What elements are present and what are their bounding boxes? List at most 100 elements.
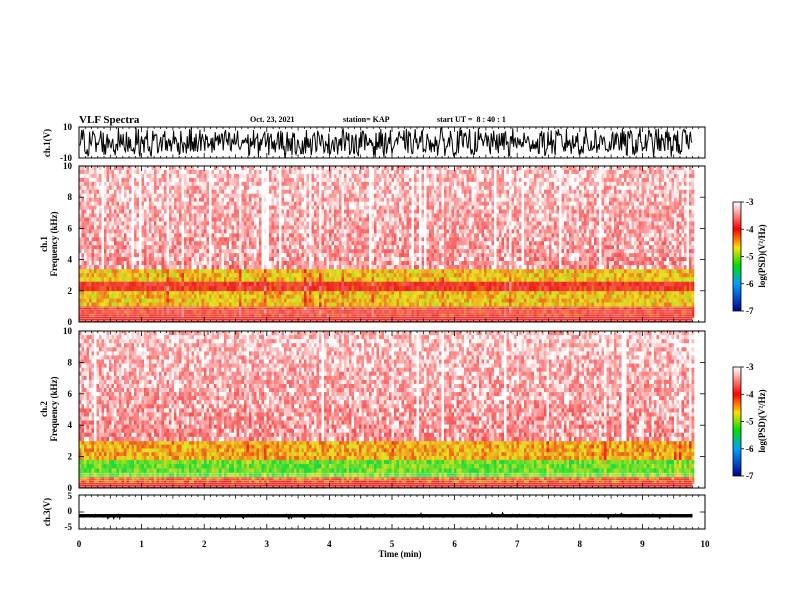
spectrogram-cell xyxy=(109,298,112,303)
spectrogram-cell xyxy=(121,290,125,295)
spectrogram-cell xyxy=(89,173,92,179)
spectrogram-cell xyxy=(209,310,212,314)
spectrogram-cell xyxy=(216,169,220,175)
spectrogram-cell xyxy=(319,233,322,238)
spectrogram-cell xyxy=(189,313,192,318)
spectrogram-cell xyxy=(116,193,120,198)
spectrogram-cell xyxy=(224,302,227,307)
spectrogram-cell xyxy=(94,169,97,175)
spectrogram-cell xyxy=(211,229,215,234)
spectrogram-cell xyxy=(311,257,315,262)
spectrogram-cell xyxy=(84,302,87,307)
spectrogram-cell xyxy=(339,181,342,187)
spectrogram-cell xyxy=(324,166,327,171)
spectrogram-cell xyxy=(211,281,215,287)
spectrogram-cell xyxy=(189,213,192,218)
spectrogram-cell xyxy=(89,245,92,250)
spectrogram-cell xyxy=(179,245,182,250)
spectrogram-cell xyxy=(224,268,227,274)
spectrogram-cell xyxy=(186,245,190,250)
spectrogram-cell xyxy=(351,166,355,171)
spectrogram-cell xyxy=(279,213,282,218)
spectrogram-cell xyxy=(164,261,167,266)
spectrogram-cell xyxy=(124,306,127,311)
spectrogram-cell xyxy=(366,205,370,210)
chart-title: VLF Spectra xyxy=(79,114,140,126)
spectrogram-cell xyxy=(259,181,262,187)
spectrogram-cell xyxy=(296,173,300,179)
spectrogram-cell xyxy=(229,197,232,202)
spectrogram-cell xyxy=(336,225,340,230)
spectrogram-cell xyxy=(389,290,392,295)
spectrogram-cell xyxy=(316,217,320,222)
spectrogram-cell xyxy=(184,261,187,266)
spectrogram-cell xyxy=(254,193,257,198)
spectrogram-cell xyxy=(386,189,390,195)
spectrogram-cell xyxy=(159,261,162,266)
spectrogram-cell xyxy=(301,193,305,198)
spectrogram-cell xyxy=(149,201,152,206)
spectrogram-cell xyxy=(274,166,277,171)
spectrogram-cell xyxy=(351,189,355,195)
spectrogram-cell xyxy=(159,313,162,318)
spectrogram-cell xyxy=(111,290,115,295)
spectrogram-cell xyxy=(156,185,160,191)
spectrogram-cell xyxy=(254,237,257,242)
spectrogram-cell xyxy=(134,302,137,307)
spectrogram-cell xyxy=(141,166,145,171)
spectrogram-cell xyxy=(99,197,102,202)
spectrogram-cell xyxy=(209,249,212,254)
spectrogram-cell xyxy=(351,229,355,234)
spectrogram-cell xyxy=(151,294,155,299)
spectrogram-cell xyxy=(139,229,142,234)
spectrogram-cell xyxy=(201,225,205,230)
spectrogram-cell xyxy=(211,249,215,254)
spectrogram-cell xyxy=(274,261,277,266)
spectrogram-cell xyxy=(381,213,385,218)
spectrogram-cell xyxy=(279,221,282,226)
spectrogram-cell xyxy=(204,290,207,295)
spectrogram-cell xyxy=(384,225,387,230)
spectrogram-cell xyxy=(121,225,125,230)
spectrogram-cell xyxy=(336,268,340,274)
spectrogram-cell xyxy=(266,189,270,195)
spectrogram-cell xyxy=(314,257,317,262)
spectrogram-cell xyxy=(281,261,285,266)
spectrogram-cell xyxy=(299,261,302,266)
spectrogram-cell xyxy=(306,237,310,242)
spectrogram-cell xyxy=(319,261,322,266)
spectrogram-cell xyxy=(376,245,380,250)
spectrogram-cell xyxy=(196,197,200,202)
spectrogram-cell xyxy=(96,237,100,242)
spectrogram-cell xyxy=(146,277,150,282)
spectrogram-cell xyxy=(289,233,292,238)
spectrogram-cell xyxy=(114,261,117,266)
spectrogram-cell xyxy=(156,197,160,202)
spectrogram-cell xyxy=(264,241,267,246)
spectrogram-cell xyxy=(381,277,385,282)
spectrogram-cell xyxy=(176,205,180,210)
spectrogram-cell xyxy=(154,209,157,214)
spectrogram-cell xyxy=(126,294,130,299)
spectrogram-cell xyxy=(296,225,300,230)
spectrogram-cell xyxy=(206,290,210,295)
spectrogram-cell xyxy=(159,302,162,307)
spectrogram-cell xyxy=(241,261,245,266)
spectrogram-cell xyxy=(159,193,162,198)
spectrogram-cell xyxy=(324,181,327,187)
spectrogram-cell xyxy=(381,166,385,171)
spectrogram-cell xyxy=(169,225,172,230)
spectrogram-cell xyxy=(221,233,225,238)
spectrogram-cell xyxy=(224,310,227,314)
spectrogram-cell xyxy=(324,281,327,287)
spectrogram-cell xyxy=(171,268,175,274)
spectrogram-cell xyxy=(356,290,360,295)
spectrogram-cell xyxy=(304,197,307,202)
spectrogram-cell xyxy=(296,213,300,218)
spectrogram-cell xyxy=(279,249,282,254)
spectrogram-cell xyxy=(136,302,140,307)
spectrogram-cell xyxy=(204,298,207,303)
spectrogram-cell xyxy=(246,294,250,299)
spectrogram-cell xyxy=(334,201,337,206)
spectrogram-cell xyxy=(129,209,132,214)
